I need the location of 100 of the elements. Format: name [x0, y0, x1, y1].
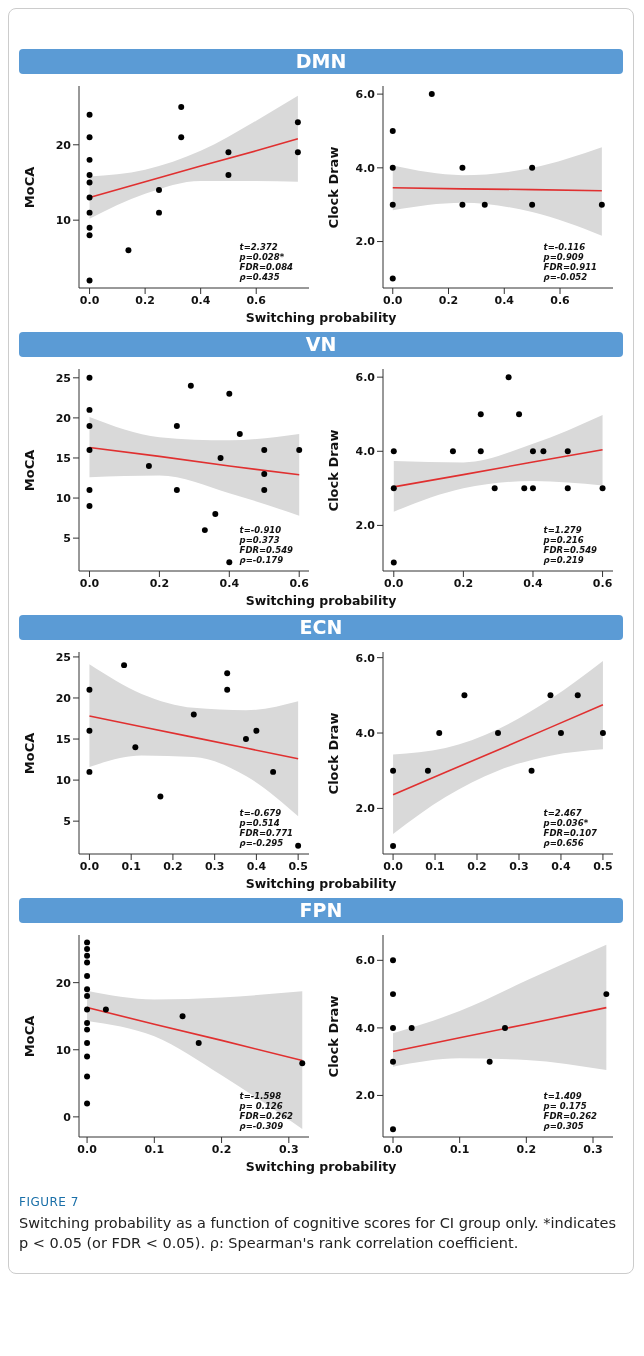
point [86, 156, 93, 163]
annotation: p= 0.126 [239, 1101, 284, 1111]
point [540, 448, 547, 455]
x-tick-label: 0.2 [163, 859, 183, 873]
point [86, 727, 93, 734]
point [84, 1040, 91, 1047]
point [299, 1060, 306, 1067]
y-tick-label: 15 [55, 451, 71, 465]
y-tick-label: 6.0 [355, 954, 376, 968]
x-tick-label: 0.3 [279, 1142, 299, 1156]
point [173, 422, 180, 429]
point [390, 957, 396, 964]
point [217, 455, 224, 461]
point [449, 448, 456, 455]
point [603, 991, 610, 998]
y-tick-label: 20 [55, 138, 72, 152]
annotation: p=0.909 [543, 252, 585, 262]
x-tick-label: 0.4 [246, 859, 267, 873]
point [459, 164, 466, 171]
x-tick-label: 0.0 [384, 576, 404, 590]
point [86, 503, 93, 510]
point [225, 171, 232, 178]
x-tick-label: 0.2 [149, 576, 170, 590]
point [574, 692, 581, 699]
y-axis-title: Clock Draw [326, 995, 342, 1077]
x-tick-label: 0.2 [516, 1142, 537, 1156]
point [390, 1024, 396, 1031]
x-tick-label: 0.0 [79, 576, 100, 590]
annotation: FDR=0.549 [543, 545, 597, 555]
point [459, 201, 466, 208]
x-tick-label: 0.4 [219, 576, 240, 590]
line-series [88, 446, 301, 476]
point [390, 843, 397, 850]
point [84, 1053, 91, 1060]
x-tick-label: 0.4 [494, 293, 515, 307]
point [236, 430, 243, 437]
point [86, 224, 93, 231]
x-tick-label: 0.5 [593, 859, 613, 873]
point [84, 986, 91, 993]
point [157, 793, 164, 800]
annotation: t=-0.679 [239, 808, 283, 818]
annotation: ρ=0.656 [543, 838, 585, 848]
annotation: p=0.028* [239, 252, 286, 262]
y-axis-title: Clock Draw [326, 146, 342, 228]
y-tick-label: 4.0 [355, 726, 376, 740]
y-tick-label: 4.0 [355, 1021, 376, 1035]
point [86, 487, 93, 494]
point [599, 485, 606, 492]
x-axis-title: Switching probability [244, 310, 398, 327]
point [84, 1026, 91, 1033]
line-series [392, 1006, 608, 1053]
point [179, 1013, 186, 1020]
y-axis-title: Clock Draw [326, 712, 342, 794]
point [156, 209, 162, 216]
point [529, 164, 536, 171]
point [84, 993, 91, 1000]
annotation: ρ=0.219 [543, 555, 585, 565]
point [86, 111, 93, 118]
x-tick-label: 0.1 [449, 1142, 470, 1156]
point [390, 991, 396, 998]
x-tick-label: 0.0 [79, 293, 100, 307]
point [84, 939, 91, 946]
point [253, 727, 260, 734]
annotation: t=-0.910 [239, 525, 283, 535]
annotation: t=2.372 [239, 242, 279, 252]
point [212, 511, 219, 518]
point [178, 104, 185, 111]
point [564, 485, 571, 492]
point [86, 768, 93, 775]
point [84, 1019, 91, 1026]
point [390, 448, 397, 455]
point [529, 201, 536, 208]
y-tick-label: 6.0 [355, 371, 376, 385]
x-axis-title: Switching probability [244, 1159, 398, 1176]
point [296, 446, 303, 453]
point [261, 487, 268, 494]
point [599, 730, 606, 737]
point [502, 1024, 508, 1031]
point [461, 692, 468, 699]
x-tick-label: 0.2 [453, 576, 474, 590]
point [86, 209, 93, 216]
y-axis-title: MoCA [22, 732, 38, 774]
point [495, 730, 501, 737]
text: Switching probability as a function of cognitive scores for CI group only. *indicates p < 0.05 (or FDR < 0.05). ρ: Spearman's rank correlation coefficient. [19, 1214, 617, 1253]
point [86, 422, 93, 429]
y-tick-label: 4.0 [355, 445, 376, 459]
x-tick-label: 0.2 [211, 1142, 232, 1156]
point [390, 1126, 396, 1133]
point [225, 149, 232, 156]
chart-title: DMN [19, 49, 623, 74]
annotation: ρ=0.305 [543, 1121, 585, 1131]
annotation: t=2.467 [543, 808, 583, 818]
y-tick-label: 2.0 [355, 235, 376, 249]
point [486, 1058, 493, 1065]
y-tick-label: 5 [63, 815, 71, 829]
point [86, 232, 93, 239]
annotation: FDR=0.771 [239, 828, 293, 838]
x-axis-title: Switching probability [244, 593, 398, 610]
point [389, 275, 396, 282]
chart-title: ECN [19, 615, 623, 640]
